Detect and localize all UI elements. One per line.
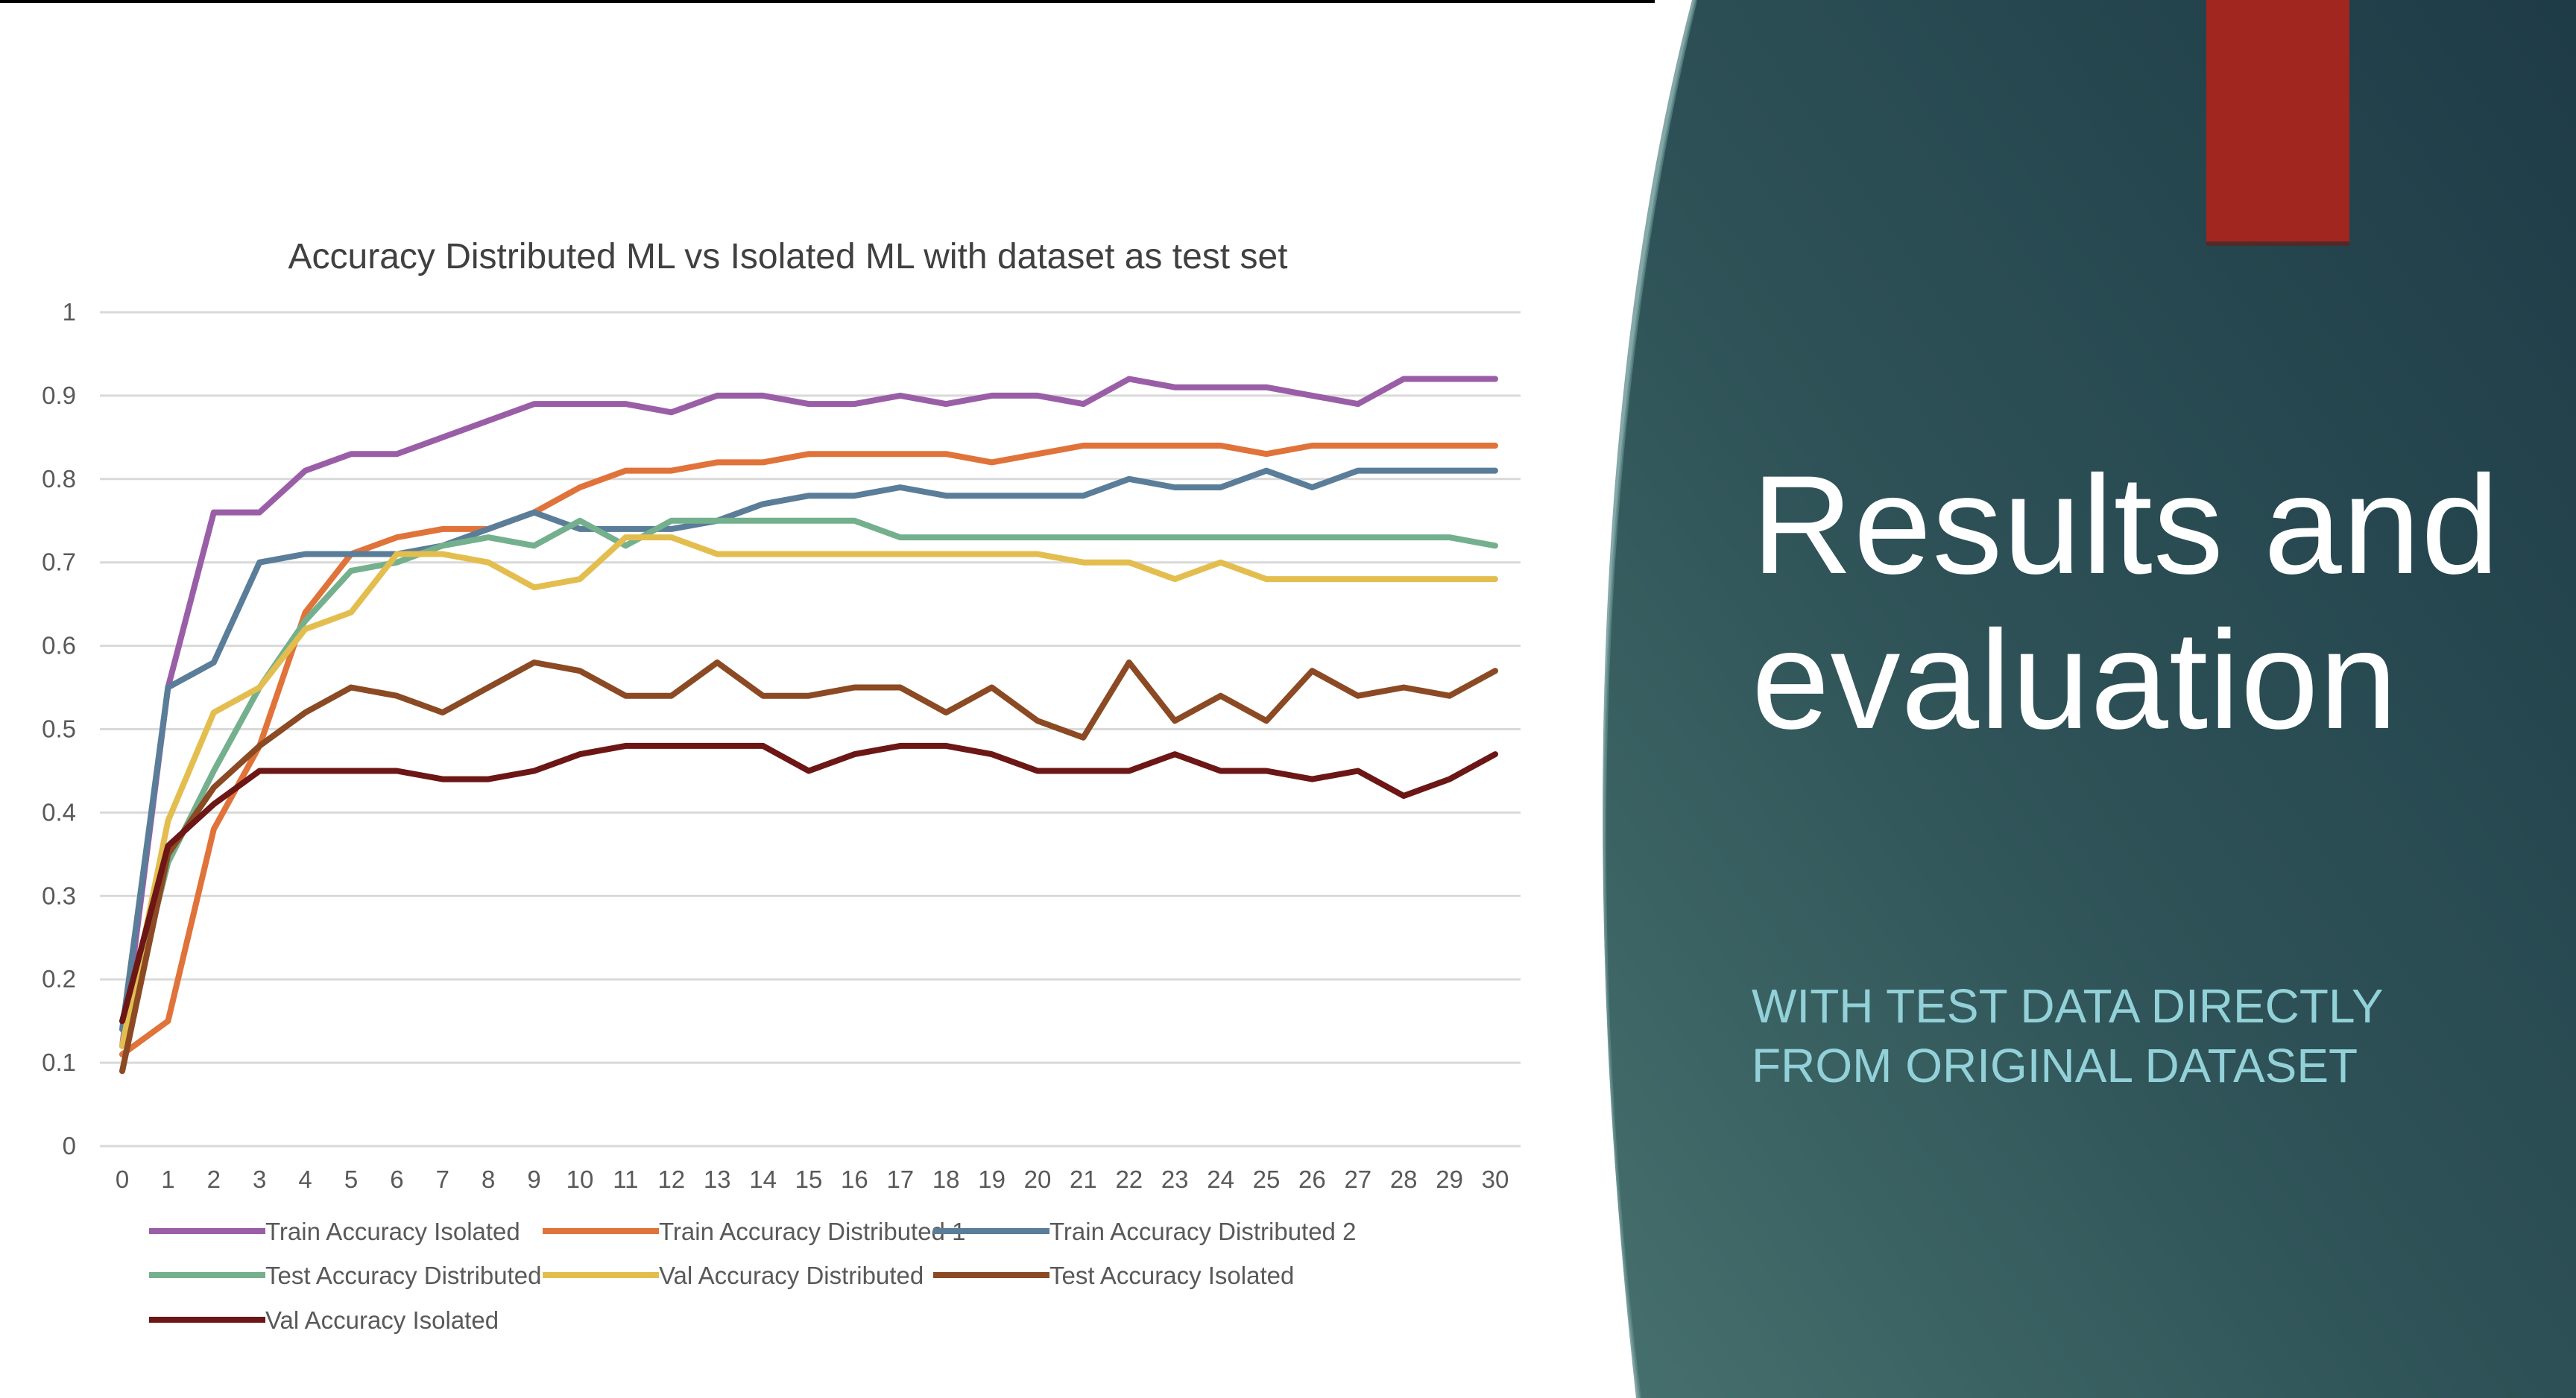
accent-bar-shadow <box>2206 241 2349 246</box>
top-border-line <box>0 0 1655 3</box>
series-line <box>119 660 1498 1075</box>
gridlines <box>100 311 1521 1148</box>
y-tick-label: 1 <box>63 298 76 326</box>
x-tick-label: 26 <box>1298 1165 1326 1193</box>
slide-subtitle: WITH TEST DATA DIRECTLY FROM ORIGINAL DA… <box>1752 979 2383 1092</box>
x-tick-label: 28 <box>1390 1165 1418 1193</box>
y-tick-label: 0.1 <box>42 1048 76 1076</box>
x-tick-label: 15 <box>795 1165 823 1193</box>
x-tick-label: 24 <box>1207 1165 1234 1193</box>
legend-label: Train Accuracy Distributed 2 <box>1049 1218 1356 1245</box>
x-tick-label: 3 <box>253 1165 266 1193</box>
series-lines <box>119 376 1498 1075</box>
x-tick-label: 11 <box>613 1165 638 1193</box>
y-tick-label: 0.5 <box>42 715 76 743</box>
series-line <box>119 517 1498 1049</box>
legend-label: Train Accuracy Distributed 1 <box>659 1218 965 1245</box>
x-tick-label: 4 <box>298 1165 312 1193</box>
y-tick-label: 0.6 <box>42 632 76 660</box>
slide-title: Results and evaluation <box>1752 446 2500 758</box>
x-tick-label: 23 <box>1161 1165 1189 1193</box>
series-line <box>119 742 1498 1025</box>
legend-label: Test Accuracy Distributed <box>265 1262 541 1289</box>
legend-label: Val Accuracy Isolated <box>265 1306 499 1334</box>
y-axis-ticks: 0 0.1 0.2 0.3 0.4 0.5 0.6 0.7 0.8 0.9 1 <box>42 298 76 1160</box>
y-tick-label: 0 <box>63 1132 76 1160</box>
y-tick-label: 0.2 <box>42 965 76 993</box>
panel-sheen-curve <box>1603 0 1714 1398</box>
accuracy-line-chart: Accuracy Distributed ML vs Isolated ML w… <box>42 237 1521 1334</box>
x-tick-label: 22 <box>1115 1165 1143 1193</box>
y-tick-label: 0.3 <box>42 882 76 909</box>
x-tick-label: 21 <box>1070 1165 1097 1193</box>
y-tick-label: 0.7 <box>42 548 76 576</box>
series-line <box>119 376 1498 1049</box>
x-tick-label: 27 <box>1344 1165 1371 1193</box>
x-tick-label: 17 <box>886 1165 914 1193</box>
legend-label: Val Accuracy Distributed <box>659 1262 924 1289</box>
x-tick-label: 10 <box>566 1165 594 1193</box>
x-tick-label: 0 <box>116 1165 129 1193</box>
series-line <box>119 534 1498 1049</box>
x-tick-label: 16 <box>841 1165 868 1193</box>
panel-edge-highlight <box>1603 0 1697 1398</box>
x-tick-label: 14 <box>749 1165 777 1193</box>
x-tick-label: 30 <box>1482 1165 1509 1193</box>
x-tick-label: 25 <box>1253 1165 1281 1193</box>
x-tick-label: 12 <box>657 1165 685 1193</box>
x-tick-label: 7 <box>436 1165 449 1193</box>
y-tick-label: 0.9 <box>42 382 76 409</box>
panel-background <box>1604 0 2576 1398</box>
x-axis-ticks: 0 1 2 3 4 5 6 7 8 9 10 11 12 13 14 15 16 17 18 19 20 21 22 23 24… <box>116 1165 1509 1193</box>
legend-label: Test Accuracy Isolated <box>1049 1262 1294 1289</box>
x-tick-label: 9 <box>527 1165 540 1193</box>
x-tick-label: 13 <box>704 1165 731 1193</box>
x-tick-label: 8 <box>482 1165 495 1193</box>
y-tick-label: 0.8 <box>42 465 76 493</box>
x-tick-label: 6 <box>390 1165 403 1193</box>
chart-title: Accuracy Distributed ML vs Isolated ML w… <box>288 237 1288 276</box>
x-tick-label: 19 <box>978 1165 1006 1193</box>
legend-label: Train Accuracy Isolated <box>265 1218 520 1245</box>
chart-legend: Train Accuracy Isolated Train Accuracy Di… <box>149 1218 1356 1334</box>
x-tick-label: 2 <box>207 1165 221 1193</box>
x-tick-label: 5 <box>344 1165 358 1193</box>
x-tick-label: 1 <box>161 1165 174 1193</box>
x-tick-label: 18 <box>932 1165 960 1193</box>
x-tick-label: 20 <box>1024 1165 1052 1193</box>
y-tick-label: 0.4 <box>42 798 76 826</box>
accent-bar <box>2206 0 2349 241</box>
series-line <box>119 467 1498 1033</box>
x-tick-label: 29 <box>1436 1165 1463 1193</box>
